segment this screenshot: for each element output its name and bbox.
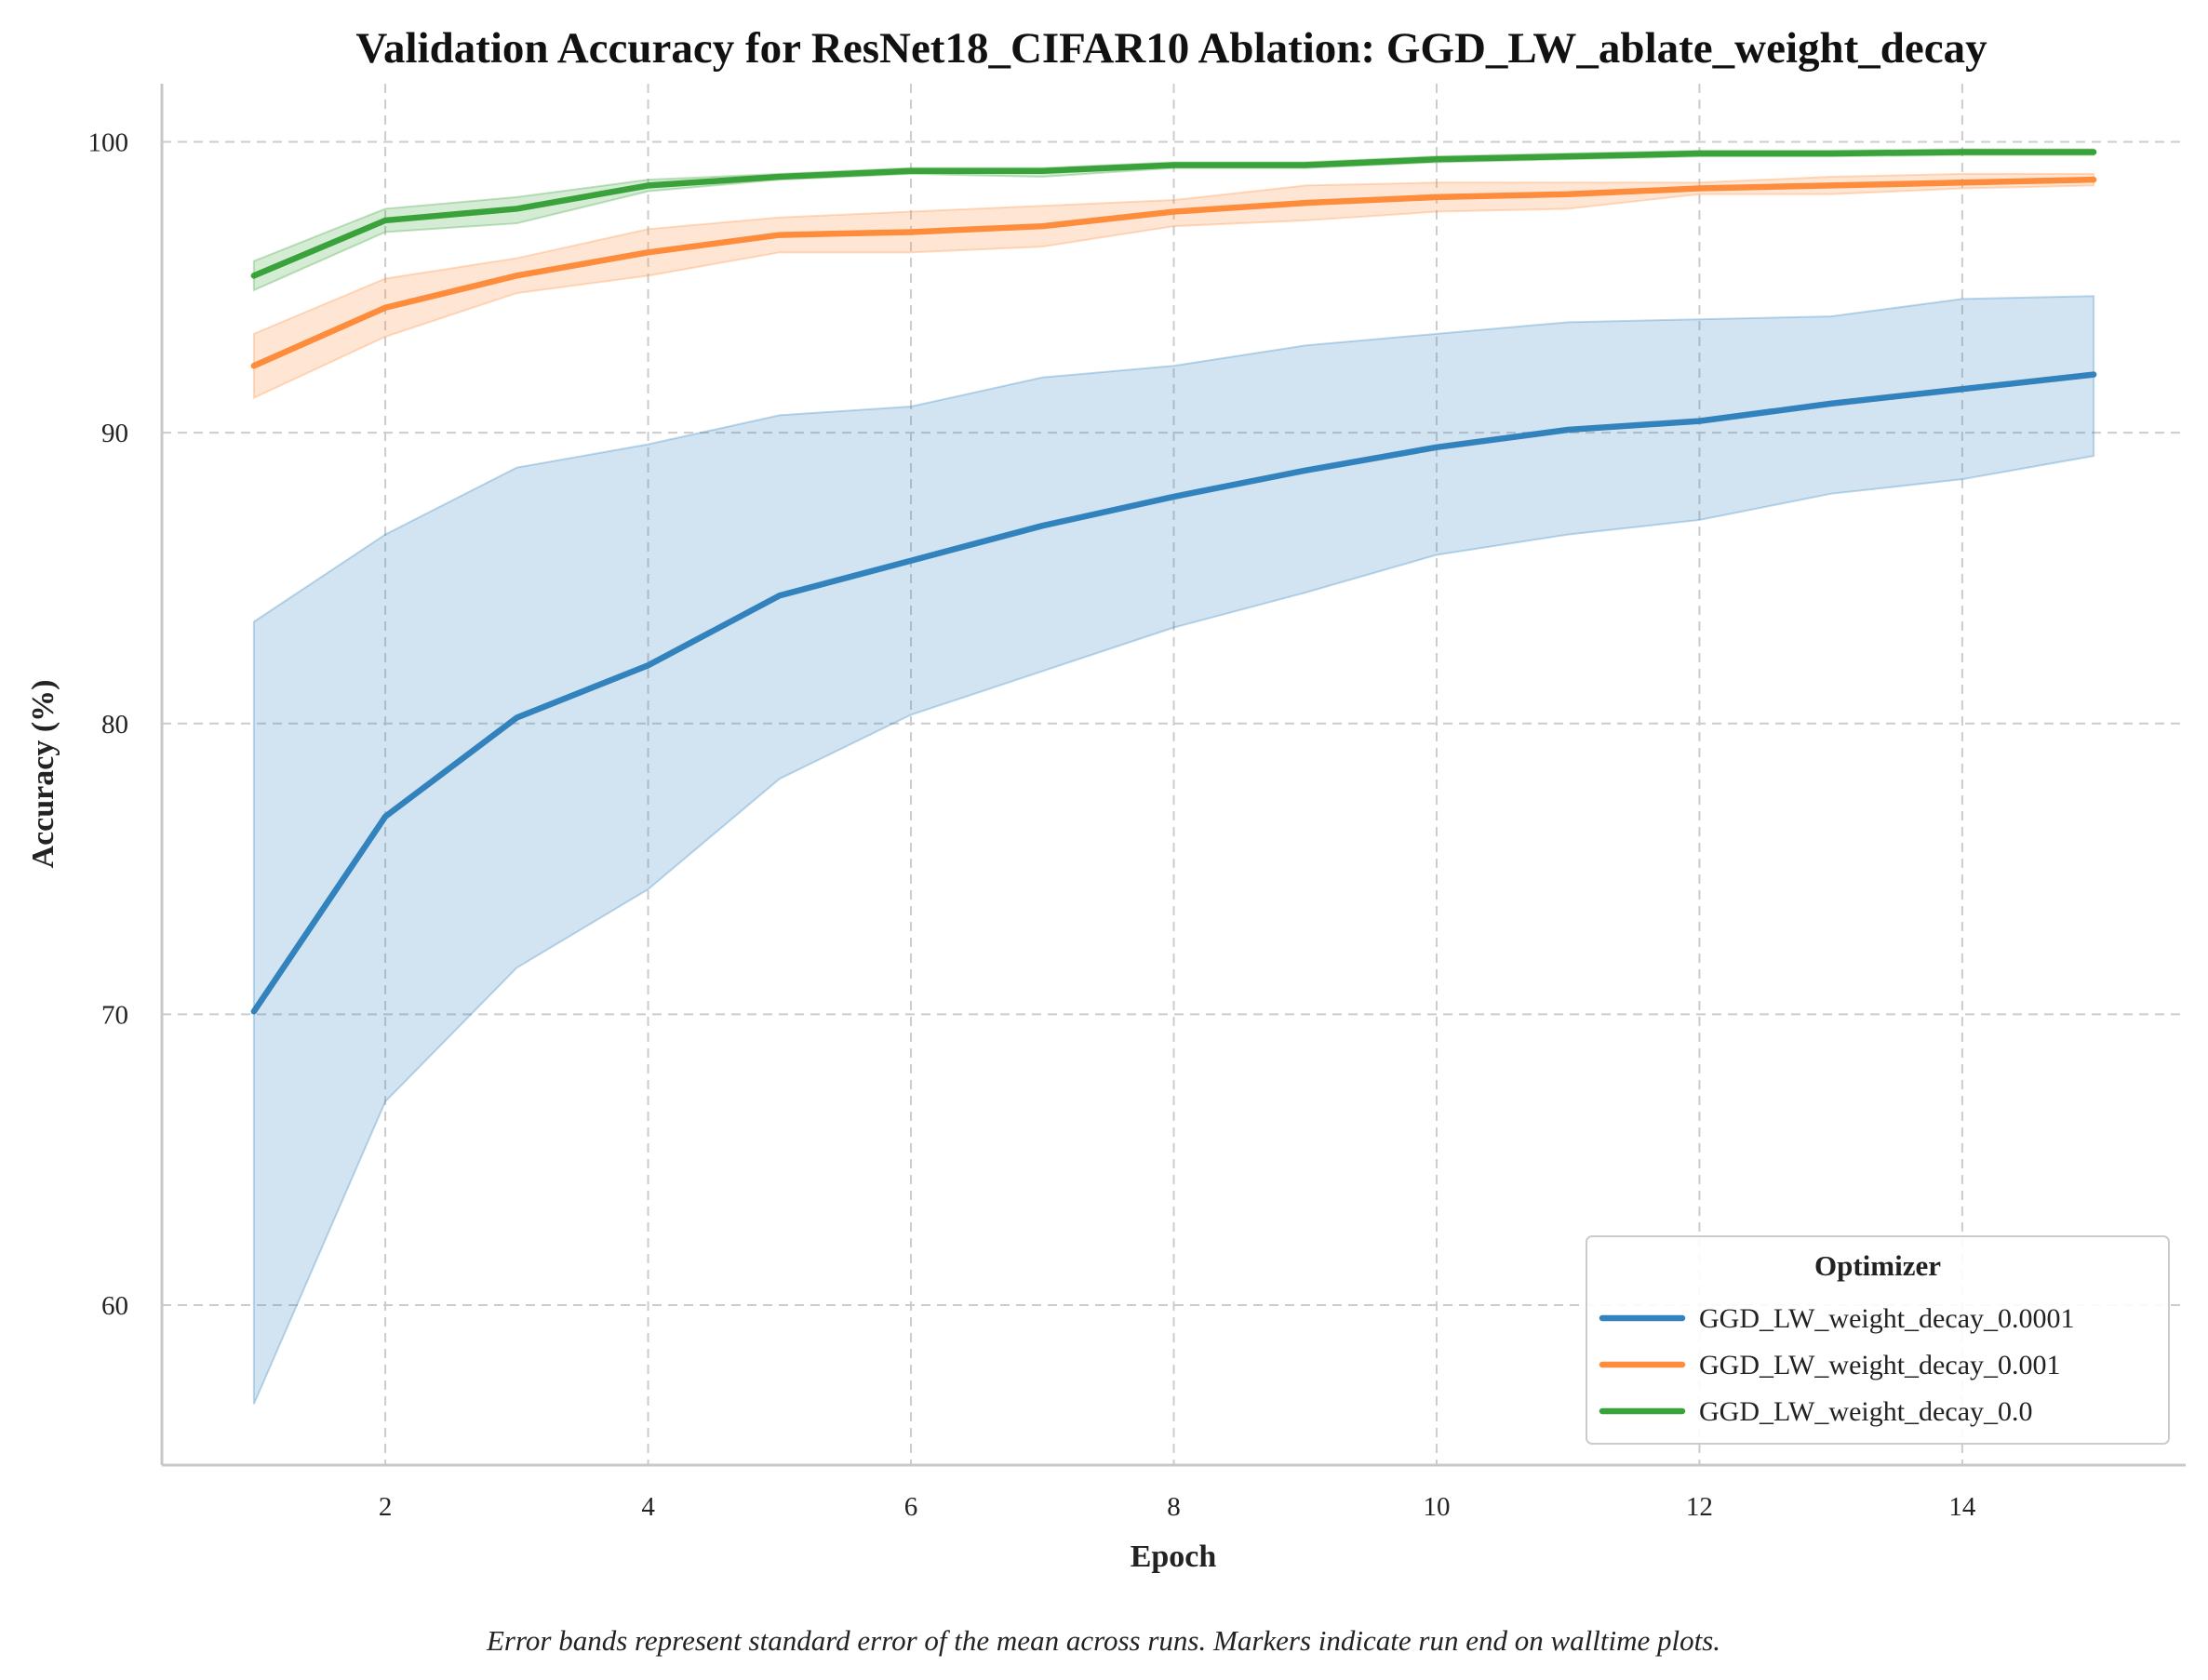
error-band-0 [252, 295, 2095, 1405]
legend-label: GGD_LW_weight_decay_0.001 [1699, 1350, 2061, 1380]
axes [160, 84, 2186, 1467]
legend-title: Optimizer [1814, 1249, 1941, 1282]
y-tick-labels: 60 70 80 90 100 [88, 128, 129, 1322]
y-tick-label: 60 [101, 1291, 128, 1321]
grid-lines [162, 84, 2186, 1465]
x-tick-label: 12 [1686, 1492, 1713, 1522]
x-tick-label: 8 [1167, 1492, 1181, 1522]
y-tick-label: 80 [101, 710, 128, 740]
x-tick-labels: 2 4 6 8 10 12 14 [379, 1492, 1976, 1522]
figure-caption: Error bands represent standard error of … [486, 1624, 1720, 1657]
legend-box [1586, 1235, 2170, 1445]
chart-title: Validation Accuracy for ResNet18_CIFAR10… [355, 24, 1987, 73]
error-bands [252, 148, 2095, 1405]
series-line-1 [250, 176, 2097, 369]
y-axis-label: Accuracy (%) [26, 680, 60, 869]
y-tick-label: 70 [101, 1000, 128, 1030]
x-tick-label: 14 [1948, 1492, 1976, 1522]
x-axis-label: Epoch [1131, 1540, 1217, 1574]
x-tick-label: 6 [904, 1492, 918, 1522]
legend: Optimizer GGD_LW_weight_decay_0.0001GGD_… [1586, 1235, 2170, 1445]
legend-label: GGD_LW_weight_decay_0.0001 [1699, 1303, 2075, 1334]
error-band-1 [252, 172, 2095, 400]
series-line-2 [250, 149, 2097, 279]
y-tick-label: 90 [101, 419, 128, 448]
x-tick-label: 10 [1423, 1492, 1450, 1522]
legend-entries: GGD_LW_weight_decay_0.0001 GGD_LW_weight_… [1599, 1303, 2075, 1427]
series-line-0 [250, 371, 2097, 1015]
x-tick-label: 4 [641, 1492, 655, 1522]
legend-label: GGD_LW_weight_decay_0.0 [1699, 1396, 2033, 1427]
x-tick-label: 2 [379, 1492, 393, 1522]
y-tick-label: 100 [88, 128, 129, 158]
series-lines [250, 149, 2097, 1015]
